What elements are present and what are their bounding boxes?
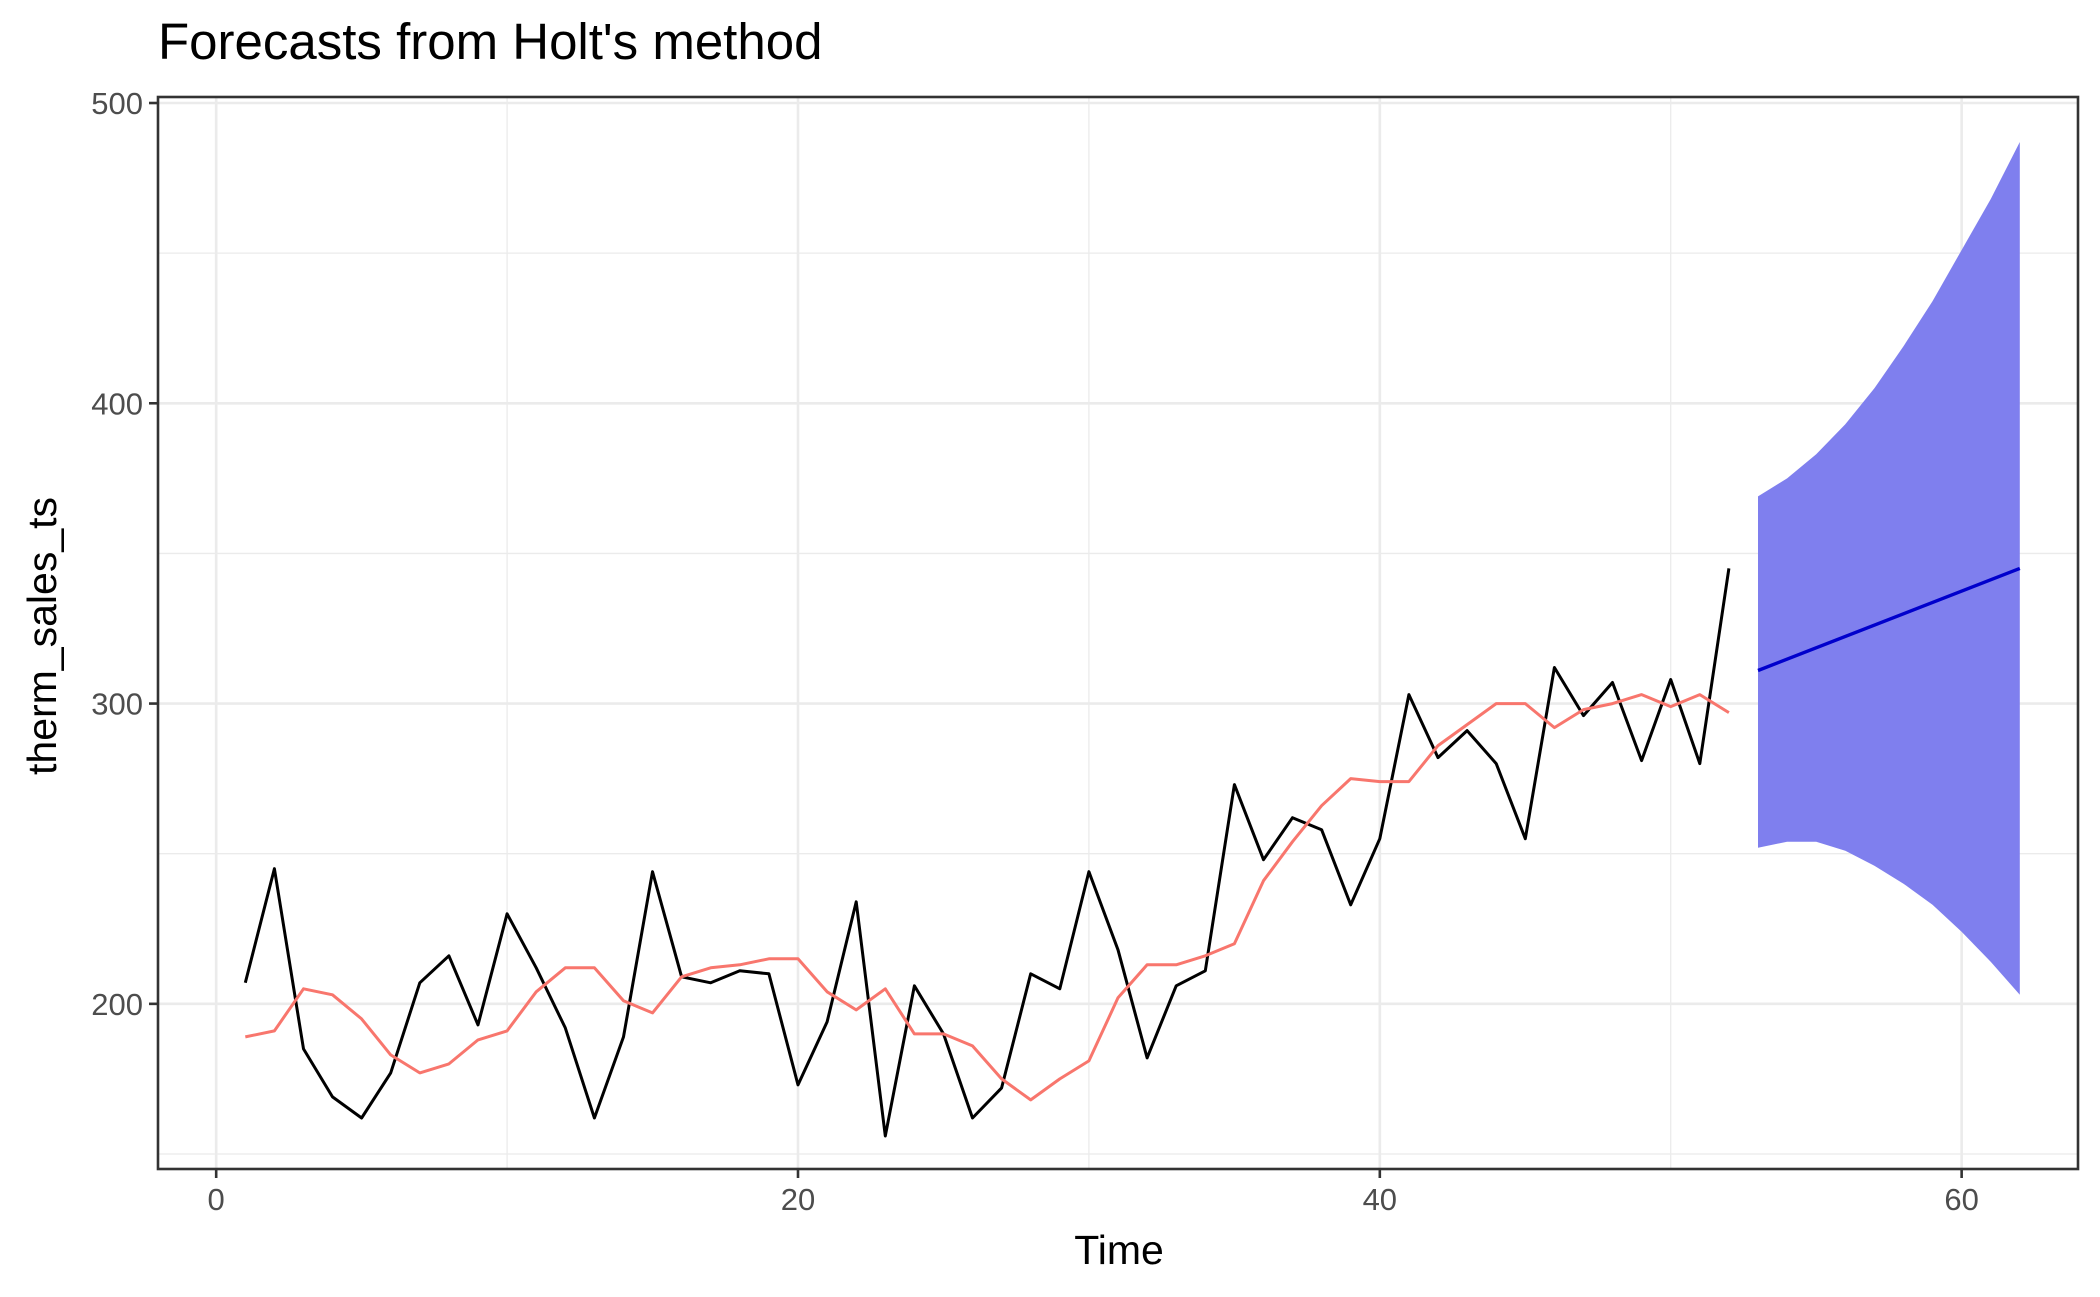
forecast-series-line — [1757, 566, 2021, 673]
series-lines — [243, 566, 2021, 1138]
y-tick-label: 200 — [91, 987, 143, 1022]
y-axis: 200 300 400 500 — [91, 86, 158, 1022]
x-axis: 0 20 40 60 — [208, 1169, 1979, 1217]
panel-border — [156, 95, 2080, 1171]
x-tick-label: 40 — [1363, 1182, 1397, 1217]
observed-series-line — [243, 568, 1731, 1138]
x-tick-label: 0 — [208, 1182, 225, 1217]
y-tick-label: 300 — [91, 687, 143, 722]
y-axis-title: therm_sales_ts — [19, 497, 65, 775]
prediction-interval — [1758, 142, 2020, 995]
y-tick-label: 500 — [91, 86, 143, 121]
x-tick-label: 60 — [1944, 1182, 1978, 1217]
y-tick-label: 400 — [91, 386, 143, 421]
x-axis-title: Time — [1074, 1227, 1164, 1273]
fitted-series-line — [244, 693, 1730, 1102]
x-tick-label: 20 — [781, 1182, 815, 1217]
prediction-interval-band — [1758, 142, 2020, 995]
chart-title: Forecasts from Holt's method — [158, 13, 822, 70]
